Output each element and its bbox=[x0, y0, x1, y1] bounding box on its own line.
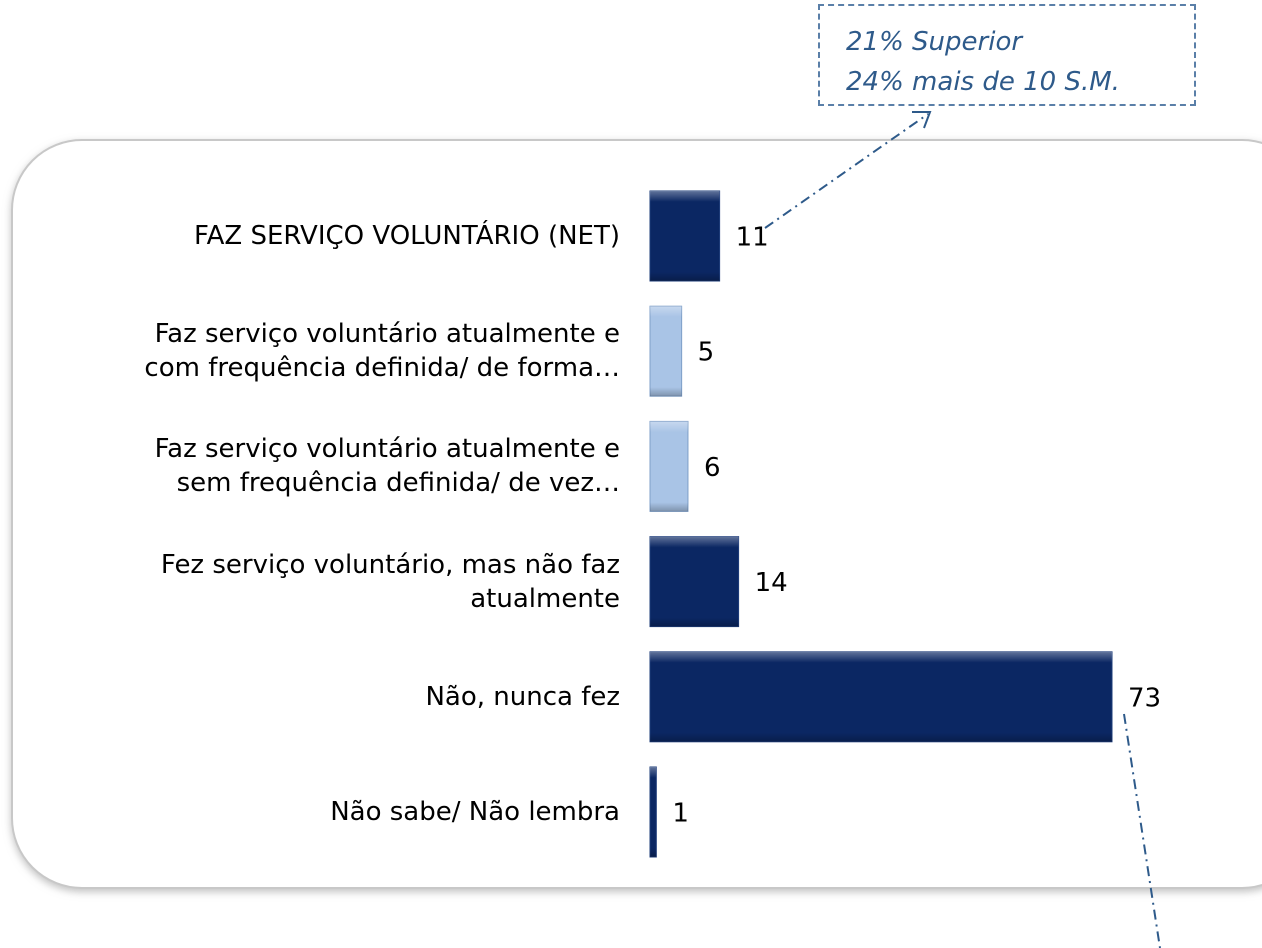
bar-shine bbox=[650, 767, 657, 857]
category-label: Fez serviço voluntário, mas não faz atua… bbox=[160, 549, 620, 614]
bar-shine bbox=[650, 421, 688, 512]
category-label: Faz serviço voluntário atualmente e sem … bbox=[154, 434, 620, 499]
value-label: 73 bbox=[1128, 683, 1161, 713]
annotation-line: 21% Superior bbox=[846, 27, 1023, 57]
bar-shine bbox=[650, 306, 682, 397]
value-label: 6 bbox=[704, 453, 721, 483]
value-label: 5 bbox=[698, 338, 715, 368]
callout-line bbox=[1123, 713, 1161, 948]
arrow-head bbox=[912, 111, 932, 129]
bar-shine bbox=[650, 191, 720, 281]
annotation: 21% Superior 24% mais de 10 S.M. bbox=[818, 4, 1196, 106]
value-label: 1 bbox=[672, 799, 689, 829]
bar-shine bbox=[650, 651, 1112, 742]
value-label: 14 bbox=[755, 568, 788, 598]
category-label: Não sabe/ Não lembra bbox=[330, 797, 620, 827]
bar-shine bbox=[650, 536, 739, 627]
category-label: Faz serviço voluntário atualmente e com … bbox=[144, 319, 620, 384]
category-label: Não, nunca fez bbox=[425, 681, 620, 712]
annotation-line: 24% mais de 10 S.M. bbox=[846, 67, 1120, 97]
value-label: 11 bbox=[736, 223, 769, 253]
category-label: FAZ SERVIÇO VOLUNTÁRIO (NET) bbox=[194, 221, 620, 251]
